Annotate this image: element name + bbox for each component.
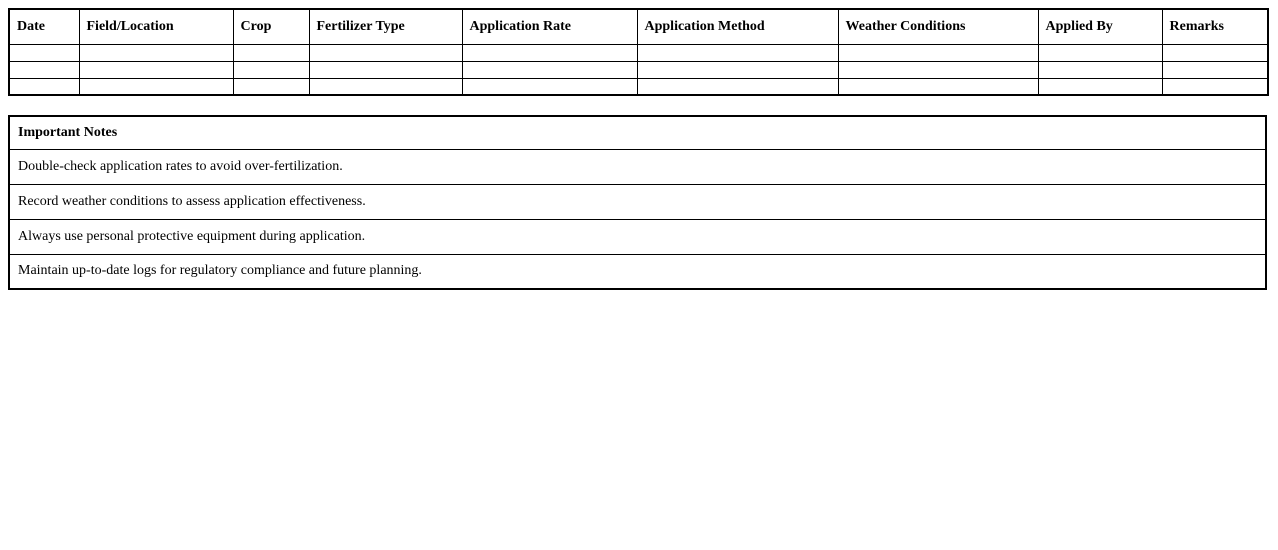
log-cell-date[interactable]: [8, 77, 80, 96]
log-cell-application-method[interactable]: [636, 43, 839, 62]
note-item: Double-check application rates to avoid …: [8, 148, 1267, 185]
log-empty-row: [8, 60, 1269, 79]
column-header-crop: Crop: [232, 8, 310, 45]
note-row: Record weather conditions to assess appl…: [8, 183, 1267, 220]
log-cell-field-location[interactable]: [78, 77, 234, 96]
note-item: Record weather conditions to assess appl…: [8, 183, 1267, 220]
note-row: Always use personal protective equipment…: [8, 218, 1267, 255]
log-cell-applied-by[interactable]: [1037, 77, 1163, 96]
log-cell-applied-by[interactable]: [1037, 60, 1163, 79]
log-cell-application-method[interactable]: [636, 77, 839, 96]
log-cell-weather-conditions[interactable]: [837, 60, 1039, 79]
column-header-application-rate: Application Rate: [461, 8, 638, 45]
log-cell-weather-conditions[interactable]: [837, 77, 1039, 96]
notes-title-row: Important Notes: [8, 115, 1267, 150]
log-cell-field-location[interactable]: [78, 60, 234, 79]
log-cell-application-rate[interactable]: [461, 43, 638, 62]
log-cell-remarks[interactable]: [1161, 60, 1269, 79]
log-cell-crop[interactable]: [232, 43, 310, 62]
log-empty-row: [8, 43, 1269, 62]
log-cell-applied-by[interactable]: [1037, 43, 1163, 62]
important-notes-table: Important Notes Double-check application…: [8, 115, 1267, 290]
log-cell-date[interactable]: [8, 43, 80, 62]
log-cell-crop[interactable]: [232, 77, 310, 96]
log-cell-application-rate[interactable]: [461, 77, 638, 96]
log-empty-row: [8, 77, 1269, 96]
log-cell-fertilizer-type[interactable]: [308, 77, 463, 96]
log-cell-field-location[interactable]: [78, 43, 234, 62]
fertilizer-log-table: Date Field/Location Crop Fertilizer Type…: [8, 8, 1269, 96]
column-header-date: Date: [8, 8, 80, 45]
column-header-fertilizer-type: Fertilizer Type: [308, 8, 463, 45]
log-table-header-row: Date Field/Location Crop Fertilizer Type…: [8, 8, 1269, 45]
log-cell-remarks[interactable]: [1161, 43, 1269, 62]
log-cell-fertilizer-type[interactable]: [308, 60, 463, 79]
column-header-field-location: Field/Location: [78, 8, 234, 45]
log-cell-application-method[interactable]: [636, 60, 839, 79]
note-row: Double-check application rates to avoid …: [8, 148, 1267, 185]
column-header-remarks: Remarks: [1161, 8, 1269, 45]
notes-title: Important Notes: [8, 115, 1267, 150]
log-cell-date[interactable]: [8, 60, 80, 79]
column-header-applied-by: Applied By: [1037, 8, 1163, 45]
column-header-application-method: Application Method: [636, 8, 839, 45]
note-item: Always use personal protective equipment…: [8, 218, 1267, 255]
log-cell-fertilizer-type[interactable]: [308, 43, 463, 62]
column-header-weather-conditions: Weather Conditions: [837, 8, 1039, 45]
log-cell-crop[interactable]: [232, 60, 310, 79]
log-cell-weather-conditions[interactable]: [837, 43, 1039, 62]
note-item: Maintain up-to-date logs for regulatory …: [8, 253, 1267, 290]
log-cell-remarks[interactable]: [1161, 77, 1269, 96]
note-row: Maintain up-to-date logs for regulatory …: [8, 253, 1267, 290]
log-cell-application-rate[interactable]: [461, 60, 638, 79]
